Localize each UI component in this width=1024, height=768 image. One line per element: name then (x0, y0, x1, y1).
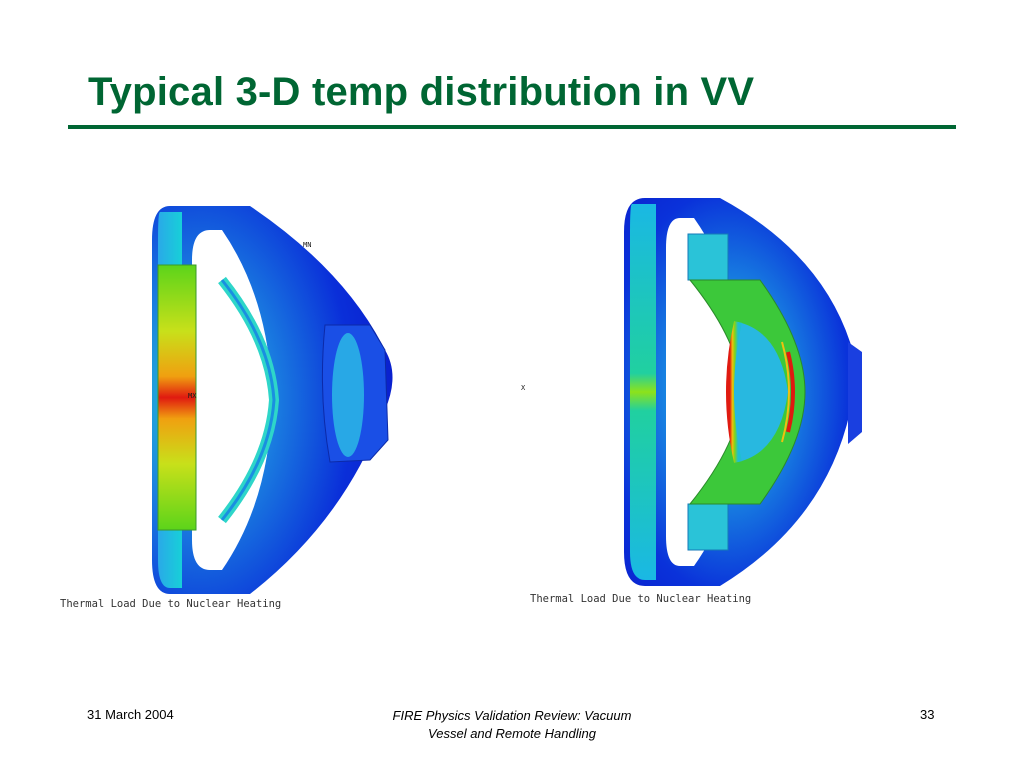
footer-date: 31 March 2004 (87, 707, 174, 722)
figure-left-caption: Thermal Load Due to Nuclear Heating (60, 598, 282, 610)
title-rule (68, 125, 956, 129)
figure-right-temp-distribution (610, 192, 870, 592)
footer-title-line1: FIRE Physics Validation Review: Vacuum (392, 708, 632, 723)
slide-title: Typical 3-D temp distribution in VV (88, 70, 755, 114)
page-number: 33 (920, 707, 935, 722)
x-axis-label: X (521, 384, 526, 392)
figure-right-caption: Thermal Load Due to Nuclear Heating (530, 593, 752, 605)
mx-label: MX (188, 392, 197, 400)
figure-left-temp-distribution (130, 200, 410, 600)
footer-title: FIRE Physics Validation Review: Vacuum V… (352, 707, 672, 743)
mn-label: MN (303, 241, 312, 249)
footer-title-line2: Vessel and Remote Handling (428, 726, 596, 741)
